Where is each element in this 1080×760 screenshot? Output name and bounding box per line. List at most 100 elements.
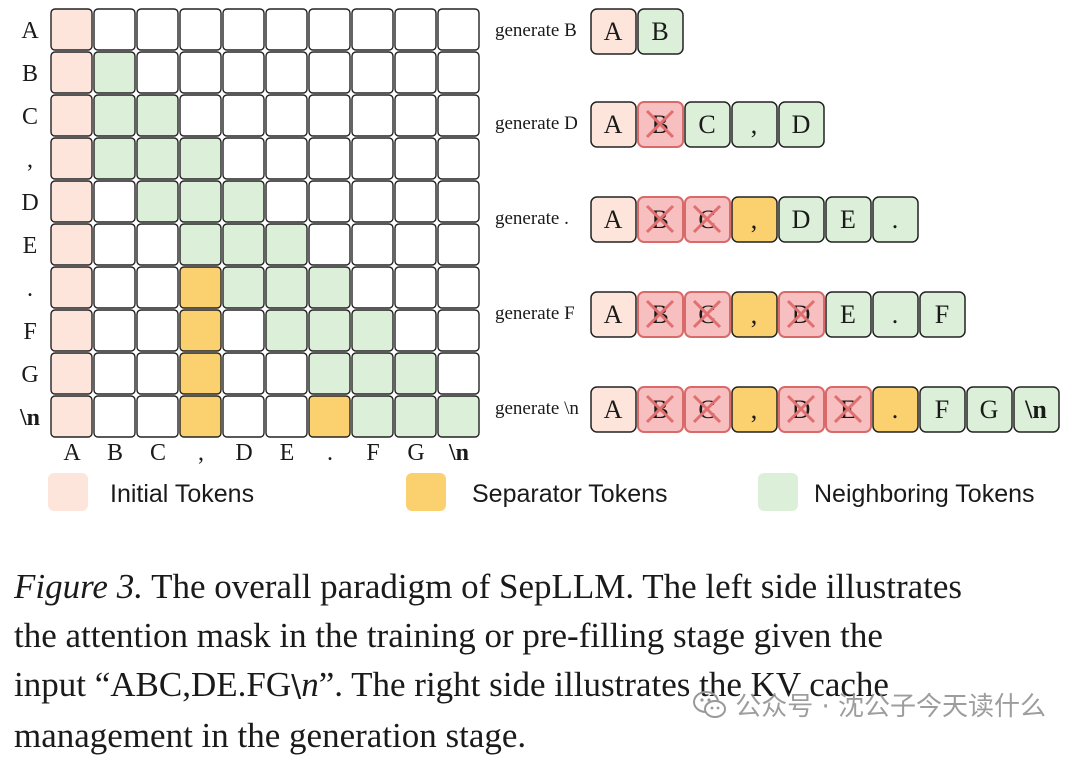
col-label: A — [63, 440, 81, 466]
token-text: D — [792, 110, 811, 139]
cross-icon — [692, 299, 722, 329]
cross-icon — [786, 299, 816, 329]
cache-token — [684, 101, 731, 148]
generate-label: generate \n — [495, 398, 579, 419]
mask-cell — [93, 309, 136, 352]
mask-cell — [308, 223, 351, 266]
cache-token — [872, 196, 919, 243]
mask-cell — [50, 395, 93, 438]
legend-label: Neighboring Tokens — [814, 480, 1035, 508]
mask-cell — [136, 352, 179, 395]
generate-label: generate F — [495, 303, 575, 324]
mask-cell — [437, 8, 480, 51]
legend-swatch — [758, 473, 798, 511]
col-label: \n — [448, 440, 469, 466]
mask-cell — [265, 309, 308, 352]
mask-cell — [265, 223, 308, 266]
cache-token — [872, 291, 919, 338]
mask-cell — [351, 8, 394, 51]
mask-cell — [222, 51, 265, 94]
mask-cell — [437, 94, 480, 137]
caption-line-3b: \n — [291, 665, 319, 704]
mask-cell — [437, 137, 480, 180]
mask-cell — [351, 309, 394, 352]
mask-cell — [308, 8, 351, 51]
mask-cell — [179, 8, 222, 51]
mask-cell — [437, 266, 480, 309]
mask-cell — [222, 266, 265, 309]
token-text: \n — [1024, 395, 1047, 424]
mask-cell — [50, 51, 93, 94]
token-text: , — [751, 205, 758, 234]
mask-cell — [308, 137, 351, 180]
mask-cell — [136, 309, 179, 352]
cache-token — [731, 196, 778, 243]
row-label: E — [23, 233, 38, 259]
mask-cell — [351, 266, 394, 309]
col-label: E — [280, 440, 295, 466]
mask-cell — [351, 223, 394, 266]
mask-cell — [222, 309, 265, 352]
cache-token — [825, 196, 872, 243]
mask-cell — [136, 180, 179, 223]
cache-token — [778, 101, 825, 148]
mask-cell — [136, 137, 179, 180]
token-text: E — [840, 205, 856, 234]
cache-token — [731, 291, 778, 338]
mask-cell — [222, 395, 265, 438]
col-label: C — [150, 440, 166, 466]
mask-cell — [50, 8, 93, 51]
mask-cell — [222, 8, 265, 51]
mask-cell — [179, 94, 222, 137]
mask-cell — [437, 180, 480, 223]
cache-token — [590, 8, 637, 55]
cache-token — [590, 196, 637, 243]
cross-icon — [692, 204, 722, 234]
wechat-icon — [693, 690, 727, 720]
mask-cell — [136, 266, 179, 309]
mask-cell — [93, 223, 136, 266]
watermark: 公众号 · 沈公子今天读什么 — [693, 686, 1046, 723]
cross-icon — [786, 394, 816, 424]
legend-swatch — [48, 473, 88, 511]
row-label: . — [27, 276, 33, 302]
token-text: A — [604, 17, 623, 46]
row-label: B — [22, 61, 38, 87]
caption-line-1: The overall paradigm of SepLLM. The left… — [142, 567, 963, 606]
mask-cell — [222, 352, 265, 395]
mask-cell — [222, 137, 265, 180]
mask-cell — [351, 94, 394, 137]
cross-icon — [833, 394, 863, 424]
mask-cell — [394, 51, 437, 94]
mask-cell — [93, 8, 136, 51]
mask-cell — [265, 51, 308, 94]
cache-token — [1013, 386, 1060, 433]
mask-cell — [50, 266, 93, 309]
mask-cell — [351, 180, 394, 223]
legend-label: Initial Tokens — [110, 480, 254, 508]
cache-token — [919, 291, 966, 338]
mask-cell — [179, 137, 222, 180]
mask-cell — [93, 137, 136, 180]
token-text: . — [892, 205, 899, 234]
col-label: F — [366, 440, 379, 466]
mask-cell — [265, 8, 308, 51]
mask-cell — [308, 352, 351, 395]
mask-cell — [308, 51, 351, 94]
mask-cell — [394, 223, 437, 266]
mask-cell — [179, 309, 222, 352]
cross-icon — [645, 299, 675, 329]
cache-token — [825, 291, 872, 338]
mask-cell — [351, 137, 394, 180]
cache-token — [872, 386, 919, 433]
token-text: A — [604, 205, 623, 234]
mask-cell — [265, 137, 308, 180]
cache-token — [966, 386, 1013, 433]
mask-cell — [136, 8, 179, 51]
mask-cell — [351, 352, 394, 395]
token-text: F — [935, 300, 949, 329]
mask-cell — [308, 180, 351, 223]
mask-cell — [394, 352, 437, 395]
mask-cell — [93, 395, 136, 438]
mask-cell — [93, 266, 136, 309]
